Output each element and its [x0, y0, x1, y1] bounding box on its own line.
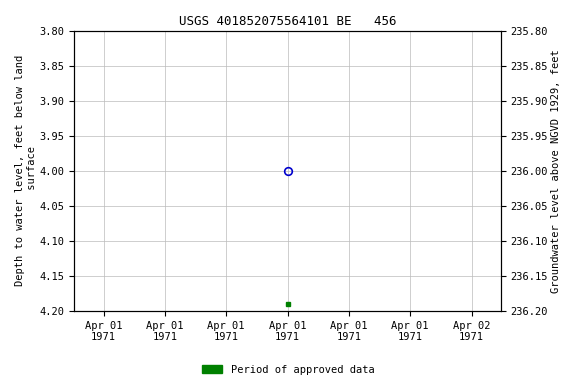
- Y-axis label: Groundwater level above NGVD 1929, feet: Groundwater level above NGVD 1929, feet: [551, 49, 561, 293]
- Legend: Period of approved data: Period of approved data: [198, 361, 378, 379]
- Title: USGS 401852075564101 BE   456: USGS 401852075564101 BE 456: [179, 15, 396, 28]
- Y-axis label: Depth to water level, feet below land
 surface: Depth to water level, feet below land su…: [15, 55, 37, 286]
